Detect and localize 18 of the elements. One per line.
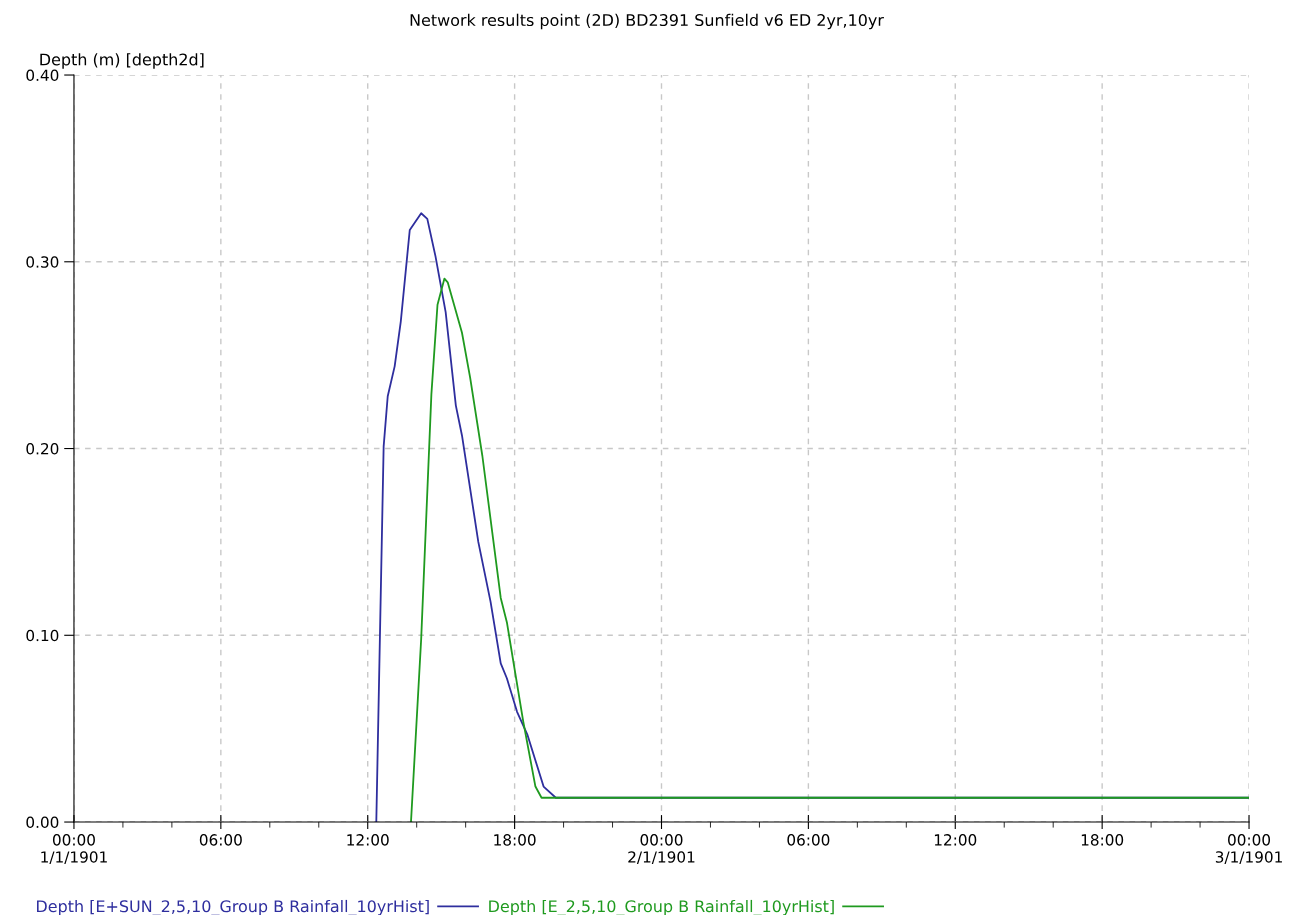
x-tick-label: 06:00: [199, 834, 242, 846]
y-tick-label: 0.20: [26, 443, 59, 455]
y-axis-title: Depth (m) [depth2d]: [40, 53, 204, 69]
x-tick-label: 00:00 3/1/1901: [1215, 834, 1282, 864]
x-tick-label: 12:00: [934, 834, 977, 846]
y-tick-label: 0.10: [26, 629, 59, 642]
legend-label: Depth [E_2,5,10_Group B Rainfall_10yrHist]: [489, 899, 834, 915]
x-tick-label: 00:00 2/1/1901: [628, 834, 695, 864]
x-tick-label: 12:00: [347, 834, 389, 846]
y-tick-label: 0.40: [26, 69, 59, 82]
x-tick-label: 06:00: [787, 834, 830, 846]
x-tick-label: 18:00: [1081, 834, 1124, 846]
chart-title: Network results point (2D) BD2391 Sunfield v6 ED 2yr,10yr: [410, 13, 884, 30]
y-tick-label: 0.30: [26, 256, 59, 268]
x-tick-label: 18:00: [494, 834, 536, 846]
legend-label: Depth [E+SUN_2,5,10_Group B Rainfall_10yrHist]: [37, 899, 429, 915]
x-tick-label: 00:00 1/1/1901: [41, 834, 107, 864]
y-tick-label: 0.00: [26, 816, 59, 829]
